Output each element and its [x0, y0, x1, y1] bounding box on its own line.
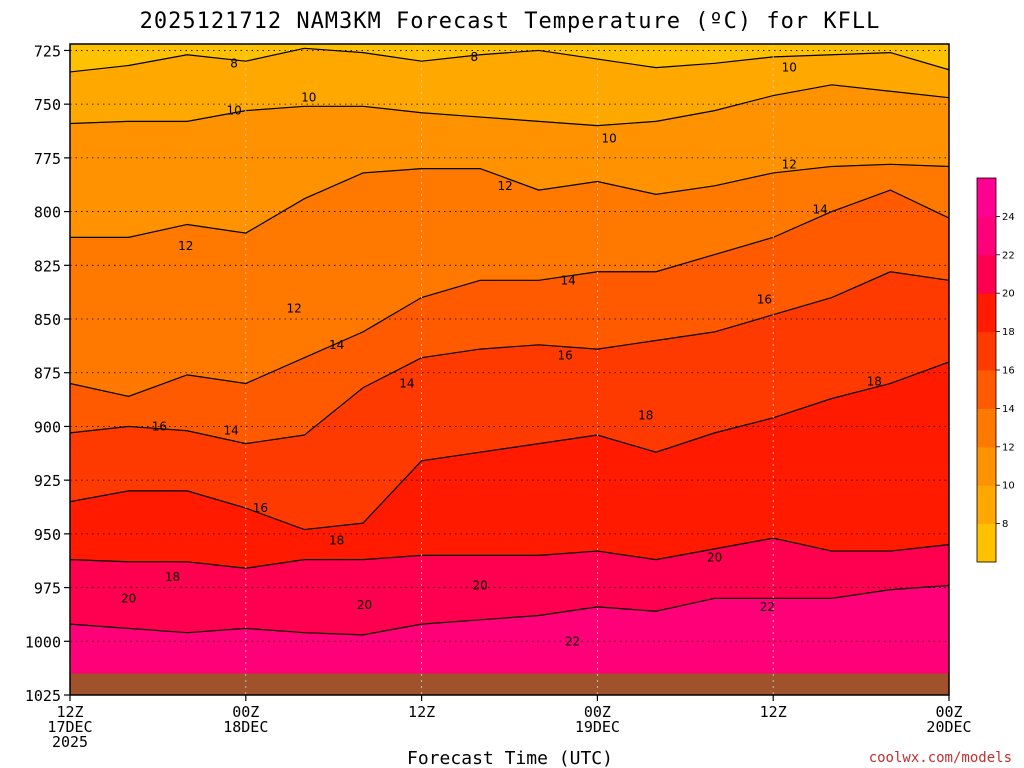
y-tick-label: 1000	[25, 633, 61, 651]
y-axis: 725 750 775 800 825 850 875 900 925 950 975 1000 102…	[25, 42, 70, 705]
x-tick-label: 20DEC	[926, 718, 971, 736]
contour-label: 20	[473, 578, 488, 592]
y-tick-label: 775	[34, 150, 61, 168]
x-tick-label: 00Z	[232, 703, 259, 721]
x-tick-label: 00Z	[935, 703, 962, 721]
contour-label: 18	[165, 570, 180, 584]
contour-label: 14	[399, 376, 414, 390]
colorbar-swatch	[977, 485, 996, 525]
colorbar-swatch	[977, 178, 996, 217]
temperature-band	[70, 585, 949, 695]
x-tick-label: 2025	[52, 733, 88, 751]
contour-label: 10	[601, 132, 616, 146]
isotherm-line	[70, 47, 949, 73]
y-tick-label: 975	[34, 580, 61, 598]
x-tick-label: 18DEC	[223, 718, 268, 736]
contour-label: 18	[867, 374, 882, 388]
isotherm-line	[70, 537, 949, 569]
colorbar-swatch	[977, 370, 996, 409]
isotherm-line	[70, 584, 949, 636]
plot-area	[70, 44, 949, 695]
y-tick-label: 825	[34, 257, 61, 275]
contour-label: 14	[560, 273, 575, 287]
contour-label: 16	[558, 349, 573, 363]
contour-label: 20	[357, 598, 372, 612]
x-axis-label: Forecast Time (UTC)	[407, 748, 613, 768]
colorbar-swatch	[977, 408, 996, 448]
colorbar-label: 10	[1002, 481, 1015, 492]
contour-label: 14	[224, 424, 239, 438]
colorbar-label: 8	[1002, 519, 1008, 530]
x-tick-label: 12Z	[408, 703, 435, 721]
contour-label: 18	[638, 409, 653, 423]
colorbar-swatch	[977, 446, 996, 486]
colorbar-label: 22	[1002, 250, 1015, 261]
contour-label: 14	[812, 202, 827, 216]
colorbar-label: 16	[1002, 366, 1015, 377]
y-tick-label: 950	[34, 526, 61, 544]
contour-label: 20	[707, 550, 722, 564]
contour-labels: 8 8 10 10 10 10 12 12 12 12 14 14 14 14 14 16 16 16 16 18 18…	[121, 50, 882, 648]
x-tick-label: 19DEC	[575, 718, 620, 736]
contour-label: 18	[329, 533, 344, 547]
isotherm-line	[70, 163, 949, 238]
y-tick-label: 875	[34, 365, 61, 383]
colorbar-swatch	[977, 293, 996, 333]
y-tick-label: 800	[34, 204, 61, 222]
isotherm-line	[70, 361, 949, 531]
contour-label: 20	[121, 591, 136, 605]
x-tick-label: 00Z	[584, 703, 611, 721]
colorbar-swatch	[977, 523, 996, 563]
x-tick-label: 12Z	[56, 703, 83, 721]
contour-label: 14	[329, 338, 344, 352]
contour-label: 8	[471, 50, 479, 64]
y-tick-label: 750	[34, 96, 61, 114]
surface-terrain	[70, 673, 949, 695]
y-tick-label: 850	[34, 311, 61, 329]
isotherm-line	[70, 271, 949, 445]
contour-label: 22	[760, 600, 775, 614]
contour-label: 8	[230, 56, 238, 70]
contour-label: 16	[253, 501, 268, 515]
contour-label: 12	[287, 301, 302, 315]
colorbar-swatch	[977, 331, 996, 371]
contour-label: 12	[782, 157, 797, 171]
y-tick-label: 725	[34, 42, 61, 60]
isotherm-line	[70, 189, 949, 397]
contour-label: 10	[301, 91, 316, 105]
contour-label: 12	[497, 179, 512, 193]
y-tick-label: 1025	[25, 687, 61, 705]
grid	[70, 44, 949, 695]
credit-text: coolwx.com/models	[869, 750, 1012, 766]
plot-frame	[69, 43, 950, 696]
colorbar-label: 12	[1002, 442, 1015, 453]
contour-label: 10	[226, 104, 241, 118]
x-tick-label: 17DEC	[47, 718, 92, 736]
y-tick-label: 925	[34, 472, 61, 490]
colorbar-label: 14	[1002, 404, 1015, 415]
y-tick-label: 900	[34, 418, 61, 436]
contour-label: 12	[178, 239, 193, 253]
colorbar-label: 20	[1002, 289, 1015, 300]
colorbar-swatch	[977, 254, 996, 294]
colorbar-label: 18	[1002, 327, 1015, 338]
contour-label: 10	[782, 61, 797, 75]
contour-label: 16	[152, 419, 167, 433]
contour-label: 16	[757, 293, 772, 307]
colorbar-label: 24	[1002, 212, 1015, 223]
contour-label: 22	[565, 634, 580, 648]
chart-title: 2025121712 NAM3KM Forecast Temperature (…	[140, 9, 881, 34]
colorbar: 8 10 12 14 16 18 20 22 24	[976, 177, 1015, 563]
colorbar-swatch	[977, 216, 996, 256]
x-tick-label: 12Z	[760, 703, 787, 721]
isotherm-line	[70, 84, 949, 127]
